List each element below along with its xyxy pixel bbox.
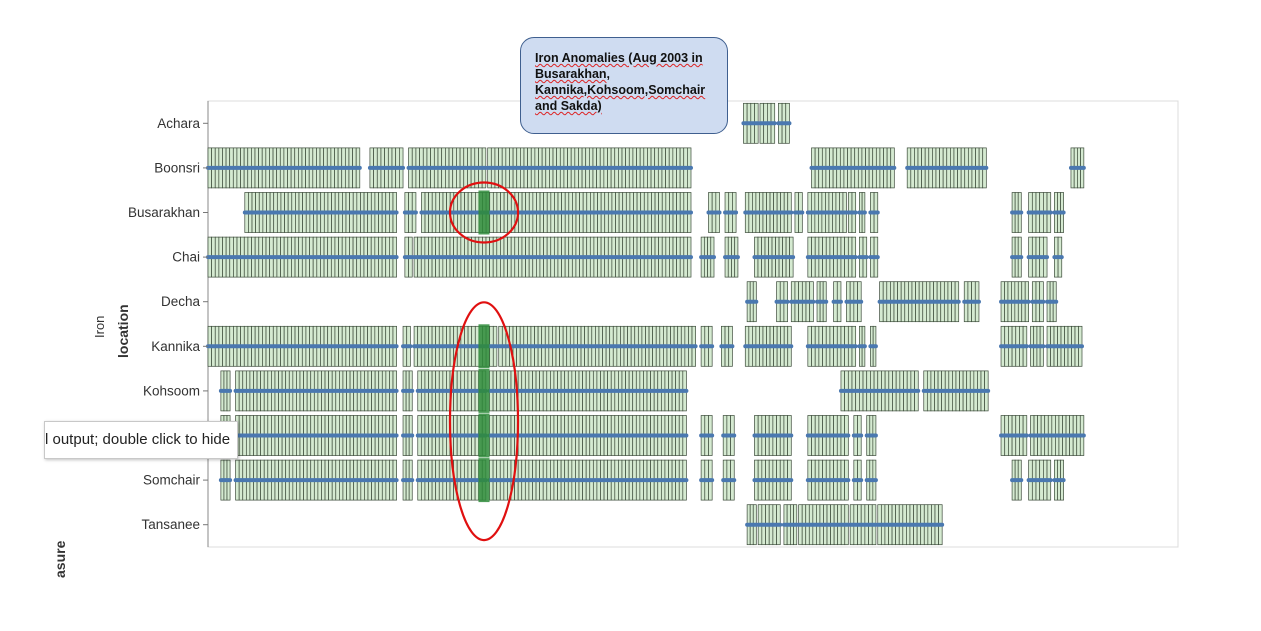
ring-busarakhan [448, 181, 520, 244]
measure-label-cut-text: asure [52, 540, 68, 578]
anomaly-callout-text: Iron Anomalies (Aug 2003 in Busarakhan, … [535, 51, 706, 113]
y-axis-ticks: Achara Boonsri Busarakhan Chai Decha Kannika K… [128, 116, 208, 532]
y-tick-label-tansanee: Tansanee [141, 517, 200, 532]
ring-kannika-somchair [448, 301, 520, 542]
y-tick-label-kannika: Kannika [151, 339, 200, 354]
y-tick-label-chai: Chai [172, 250, 200, 265]
anomaly-cell-kannika [478, 324, 490, 369]
y-tick-label-somchair: Somchair [143, 473, 201, 488]
tooltip-text: l output; double click to hide [45, 431, 231, 448]
y-tick-label-achara: Achara [157, 116, 200, 131]
anomaly-highlight [478, 190, 490, 503]
anomaly-cell-busarakhan [478, 190, 490, 235]
y-axis-title-text: location [115, 304, 131, 358]
anomaly-cell-sakda [478, 413, 490, 458]
y-axis-title: location [115, 304, 131, 358]
y-tick-label-boonsri: Boonsri [154, 160, 200, 175]
y-tick-label-kohsoom: Kohsoom [143, 383, 200, 398]
measure-label-text: Iron [92, 315, 107, 338]
anomaly-callout: Iron Anomalies (Aug 2003 in Busarakhan, … [520, 37, 728, 134]
measure-label: Iron [92, 316, 107, 338]
measure-label-cut: asure [52, 541, 68, 578]
output-tooltip[interactable]: l output; double click to hide [44, 421, 238, 459]
anomaly-rings [448, 181, 520, 542]
anomaly-cell-somchair [478, 458, 490, 503]
anomaly-cell-kohsoom [478, 368, 490, 413]
y-tick-label-busarakhan: Busarakhan [128, 205, 200, 220]
y-tick-label-decha: Decha [161, 294, 201, 309]
